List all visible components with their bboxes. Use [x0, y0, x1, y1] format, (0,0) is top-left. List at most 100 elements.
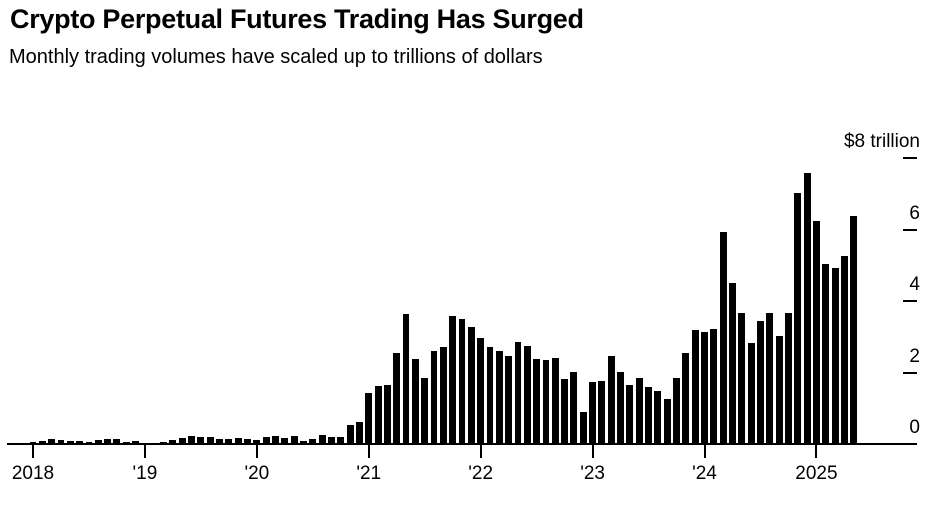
bar-2021-07 [421, 378, 429, 444]
x-axis-tick-24 [703, 445, 706, 458]
bar-2022-05 [514, 341, 522, 444]
bar-2022-07 [533, 359, 541, 444]
y-axis-tick-2 [903, 371, 917, 374]
bar-2019-09 [216, 439, 223, 444]
bar-2025-03 [831, 267, 839, 444]
y-axis-tick-6 [903, 228, 917, 231]
bar-2018-05 [66, 441, 74, 444]
bar-2020-05 [290, 435, 298, 444]
bar-2021-10 [449, 315, 457, 444]
chart-subtitle: Monthly trading volumes have scaled up t… [9, 46, 543, 68]
bar-2024-06 [747, 342, 755, 444]
bar-2023-11 [682, 353, 690, 444]
bar-2020-02 [262, 437, 270, 444]
bar-2021-12 [467, 327, 475, 444]
chart-title: Crypto Perpetual Futures Trading Has Sur… [10, 4, 584, 34]
bar-2019-04 [169, 440, 177, 444]
bar-2022-04 [505, 355, 513, 444]
bar-2022-01 [477, 338, 485, 444]
bar-2022-11 [570, 371, 578, 444]
bar-2018-08 [94, 440, 102, 444]
bar-2020-01 [253, 439, 261, 444]
bar-2019-12 [244, 438, 251, 444]
bar-2024-04 [729, 282, 736, 444]
bar-2024-08 [766, 312, 774, 444]
bar-2019-10 [225, 439, 233, 444]
bar-2025-02 [822, 264, 830, 444]
y-axis-tick-4 [903, 300, 917, 303]
x-axis-label-20: '20 [244, 463, 270, 484]
x-axis-label-21: '21 [356, 463, 382, 484]
bar-2019-07 [197, 436, 205, 444]
x-axis-label-2018: 2018 [11, 463, 55, 484]
x-axis-label-2025: 2025 [795, 463, 838, 484]
bar-2020-03 [272, 435, 279, 444]
bar-2024-05 [738, 313, 746, 444]
bar-2018-07 [85, 441, 93, 444]
bar-2022-09 [551, 358, 559, 444]
bar-2020-04 [281, 438, 289, 444]
bar-2018-04 [57, 440, 65, 444]
bar-2020-07 [309, 439, 317, 444]
bar-2021-03 [383, 385, 391, 444]
bar-2025-05 [850, 216, 858, 444]
bar-2021-02 [374, 386, 382, 444]
bar-2023-12 [691, 329, 699, 444]
y-axis-label-4: 4 [909, 274, 920, 296]
bar-2022-03 [495, 350, 503, 444]
bar-2024-11 [794, 192, 802, 444]
bar-2024-07 [757, 320, 764, 444]
y-axis-tick-8 [903, 157, 917, 160]
bar-2024-01 [701, 331, 708, 444]
x-axis-label-22: '22 [468, 463, 494, 484]
bar-2018-02 [38, 441, 46, 444]
bar-2020-09 [327, 437, 335, 444]
bar-2023-03 [607, 355, 615, 444]
bar-2020-08 [318, 435, 326, 444]
bar-2021-08 [430, 351, 438, 444]
y-axis-label-8: $8 trillion [843, 131, 920, 153]
bar-2024-03 [719, 231, 727, 444]
bar-2018-03 [48, 439, 56, 444]
bar-2021-04 [393, 353, 401, 444]
bar-2024-12 [803, 173, 811, 444]
bar-2018-12 [132, 441, 140, 444]
x-axis-line [7, 443, 917, 445]
bar-2023-07 [645, 386, 652, 444]
x-axis-tick-22 [479, 445, 482, 458]
bar-2020-11 [346, 425, 354, 444]
x-axis-tick-20 [255, 445, 258, 458]
x-axis-tick-2018 [32, 445, 34, 458]
bar-2023-05 [626, 385, 634, 444]
x-axis-label-23: '23 [580, 463, 605, 484]
bar-2023-01 [589, 381, 597, 444]
bar-2020-10 [337, 437, 345, 444]
bar-2023-06 [635, 378, 643, 444]
bar-2023-08 [654, 390, 662, 444]
bar-2022-08 [542, 360, 550, 444]
bar-2020-06 [300, 440, 307, 444]
bar-2022-12 [579, 411, 587, 444]
x-axis-label-19: '19 [132, 463, 158, 484]
bar-2019-05 [178, 437, 186, 444]
bar-2021-11 [458, 319, 466, 444]
bar-2018-06 [76, 441, 84, 444]
bar-2024-10 [784, 312, 792, 444]
x-axis-tick-23 [591, 445, 594, 458]
bar-2023-02 [598, 381, 606, 444]
bar-2024-02 [710, 329, 718, 444]
y-axis-label-2: 2 [909, 345, 920, 367]
bar-2021-05 [402, 314, 410, 444]
bar-2018-09 [104, 439, 112, 444]
bar-2023-09 [663, 399, 671, 444]
bar-2022-10 [561, 379, 569, 444]
bar-2019-08 [206, 436, 214, 444]
bar-2021-06 [411, 359, 419, 444]
bar-2021-09 [439, 347, 447, 444]
bar-2018-11 [122, 441, 130, 444]
y-axis-label-6: 6 [909, 202, 920, 224]
y-axis-label-0: 0 [909, 417, 920, 438]
x-axis-label-24: '24 [692, 463, 717, 484]
bar-2019-06 [188, 436, 195, 444]
